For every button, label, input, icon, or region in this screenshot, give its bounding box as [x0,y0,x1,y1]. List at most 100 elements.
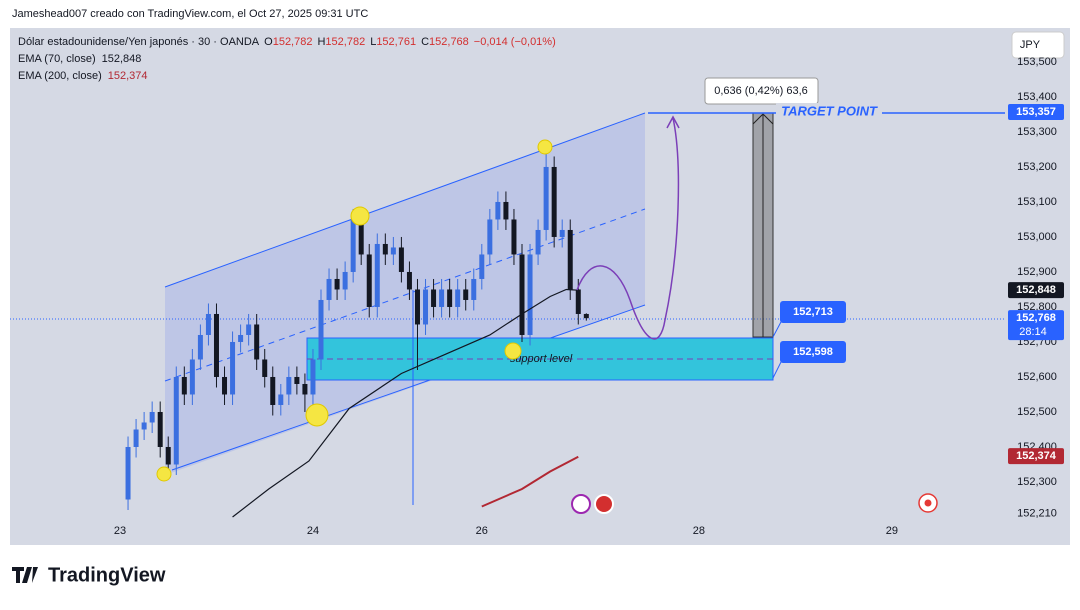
candle-body [382,243,388,255]
y-tick-label: 152,800 [1017,301,1057,313]
box-top-label: 152,713 [793,306,833,318]
candle-body [551,166,557,237]
event-icon[interactable] [571,494,591,514]
legend-value: 152,374 [108,70,148,82]
price-badge [1008,282,1064,299]
channel-fill [165,113,645,475]
candle-body [286,376,292,395]
candle-body [479,254,485,279]
pivot [504,342,522,360]
legend-change: −0,014 (−0,01%) [474,36,556,48]
candle-body [567,229,573,290]
candle-body [230,341,236,395]
price-badge-timer: 28:14 [1019,326,1047,338]
candle-body [559,229,565,237]
candle-body [294,376,300,384]
candle-body [447,289,453,307]
y-tick-label: 152,300 [1017,476,1057,488]
candle-body [125,446,131,500]
candle-body [270,376,276,405]
pivot [350,206,370,226]
candle-body [197,334,203,360]
x-tick-label: 28 [693,525,705,537]
credit: Jameshead007 creado con TradingView.com,… [12,8,368,20]
candle-body [439,289,445,307]
x-tick-label: 29 [886,525,898,537]
candle-body [390,247,396,255]
candle-body [350,219,356,272]
marks [125,145,589,518]
candle-body [334,278,340,290]
channel-top [164,112,646,288]
candle-body [471,278,477,300]
connector [772,319,783,338]
candle-body [213,313,219,377]
y-tick-label: 153,000 [1017,231,1057,243]
price-badge [1008,448,1064,465]
candle-body [173,376,179,465]
candle-body [157,411,163,447]
legend-ema200: EMA (200, close) 152,374 [18,70,148,82]
candle-body [181,376,187,395]
candle-body [149,411,155,423]
candle-body [318,299,324,360]
ohlc-value: 152,761 [376,36,416,48]
y-tick-label: 153,200 [1017,161,1057,173]
candle-body [543,166,549,230]
box-bottom-label: 152,598 [793,346,833,358]
pivot [156,466,172,482]
candle-body [423,289,429,325]
currency-label[interactable]: JPY [1020,39,1041,51]
candle-body [406,271,412,290]
candle-body [302,383,308,395]
candle-body [238,334,244,342]
target-bg [776,103,882,121]
measure-arrowhead [752,113,774,125]
y-tick-label: 152,500 [1017,406,1057,418]
ohlc-key: O [264,36,273,48]
brand-logo [12,567,38,583]
flag-icon[interactable] [594,494,614,514]
pivot [305,403,329,427]
candle-body [358,219,364,255]
x-tick-label: 24 [307,525,319,537]
candle-body [310,359,316,395]
pivots [156,139,553,482]
legend-value: 152,848 [102,53,142,65]
price-badge [1008,104,1064,121]
projection [576,117,680,340]
candle-body [189,359,195,395]
y-tick-label: 153,100 [1017,196,1057,208]
y-tick-label: 153,400 [1017,91,1057,103]
candle-body [398,247,404,272]
candle-body [246,324,252,335]
y-tick-label: 152,600 [1017,371,1057,383]
ohlc-key: L [370,36,376,48]
y-tick-label: 153,300 [1017,126,1057,138]
candle-body [278,394,284,405]
candle-body [342,271,348,290]
legend-name: EMA (70, close) [18,53,96,65]
price-badge-label: 153,357 [1016,106,1056,118]
candle-body [495,201,501,220]
currency-button[interactable] [1011,31,1065,59]
price-badge-label: 152,374 [1016,450,1057,462]
candle-body [374,243,380,307]
target-label: TARGET POINT [781,103,878,118]
candle-body [141,422,147,430]
candle-body [487,219,493,255]
ohlc-key: H [317,36,325,48]
brand: TradingView [48,564,166,586]
price-badge [1008,310,1064,341]
candle-body [511,219,517,255]
ohlc-value: 152,768 [429,36,469,48]
candle-body [463,289,469,300]
candle-body [222,376,228,395]
candle-body [535,229,541,255]
ema-line [232,288,579,518]
box-top-label-bg [780,301,846,323]
candle-body [262,359,268,377]
legend-symbol: Dólar estadounidense/Yen japonés · 30 · … [18,36,556,48]
